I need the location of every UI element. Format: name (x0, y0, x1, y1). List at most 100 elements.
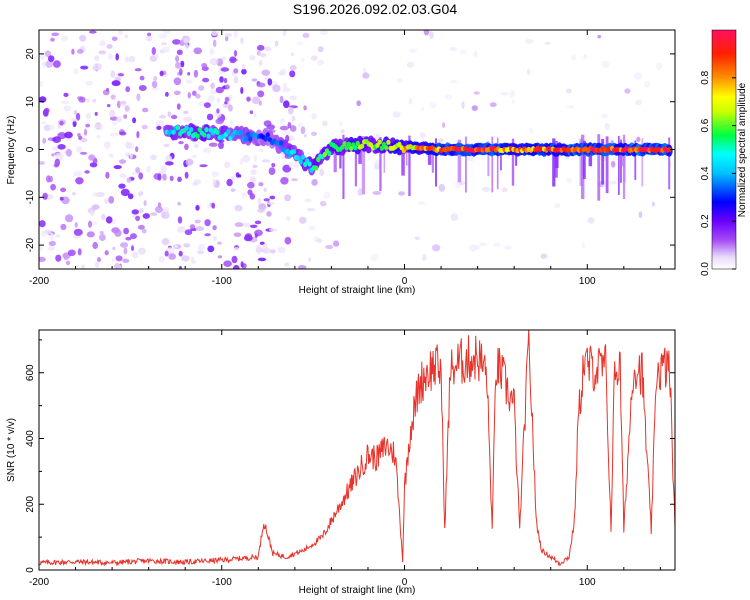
heatmap-noise-blob (136, 131, 140, 139)
heatmap-noise-blob (234, 204, 243, 212)
heatmap-noise-blob (197, 243, 206, 251)
heatmap-noise-blob (155, 206, 163, 213)
heatmap-noise-blob (120, 188, 130, 197)
heatmap-noise-blob (76, 146, 83, 153)
heatmap-noise-blob (323, 191, 331, 199)
heatmap-noise-blob (183, 243, 191, 248)
heatmap-noise-blob (155, 119, 164, 128)
heatmap-noise-blob (109, 116, 119, 121)
heatmap-noise-blob (201, 63, 208, 68)
heatmap-noise-blob (438, 184, 446, 192)
heatmap-noise-blob (289, 70, 296, 78)
heatmap-noise-blob (193, 144, 199, 148)
heatmap-noise-blob (100, 123, 103, 131)
heatmap-noise-blob (308, 225, 316, 231)
heatmap-noise-blob (311, 113, 317, 120)
heatmap-noise-blob (168, 253, 176, 260)
heatmap-noise-blob (233, 68, 239, 74)
heatmap-streak (623, 139, 626, 183)
heatmap-noise-blob (123, 227, 129, 235)
heatmap-noise-blob (39, 220, 46, 228)
heatmap-noise-blob (240, 86, 244, 95)
heatmap-noise-blob (195, 93, 201, 99)
colorbar: 0.0 0.2 0.4 0.6 0.8 Normalized spectral ampl… (700, 29, 748, 276)
heatmap-streak (641, 138, 644, 187)
heatmap-noise-blob (185, 158, 194, 166)
heatmap-streak (487, 141, 490, 177)
heatmap-ridge-cell (226, 128, 231, 135)
heatmap-noise-blob (176, 49, 183, 56)
heatmap-noise-blob (99, 233, 106, 241)
heatmap-noise-blob (92, 99, 97, 103)
heatmap-streak (597, 134, 601, 201)
heatmap-noise-blob (423, 30, 430, 36)
heatmap-noise-blob (206, 204, 211, 209)
heatmap-noise-blob (408, 48, 418, 53)
heatmap-noise-blob (86, 98, 91, 104)
heatmap-noise-blob (214, 111, 222, 118)
heatmap-noise-blob (501, 187, 508, 193)
heatmap-noise-blob (109, 109, 115, 118)
heatmap-noise-blob (223, 77, 228, 84)
heatmap-noise-blob (59, 120, 64, 126)
heatmap-ridge-cell (359, 143, 365, 149)
heatmap-noise-blob (177, 226, 186, 233)
heatmap-noise-blob (211, 202, 216, 209)
heatmap-noise-blob (153, 76, 158, 81)
snr-panel: -200 -100 0 100 0 200 400 600 Height of straigh… (6, 329, 676, 596)
heatmap-streak (634, 140, 637, 180)
heatmap-noise-blob (338, 120, 343, 127)
heatmap-noise-blob (161, 42, 168, 46)
heatmap-noise-blob (89, 30, 97, 34)
colorbar-ticks: 0.0 0.2 0.4 0.6 0.8 (700, 70, 736, 276)
heatmap-noise-blob (112, 246, 116, 251)
heatmap-noise-blob (43, 124, 51, 132)
heatmap-noise-blob (226, 178, 233, 187)
heatmap-noise-blob (184, 43, 189, 50)
heatmap-noise-blob (554, 202, 561, 209)
heatmap-noise-blob (511, 98, 515, 104)
heatmap-noise-blob (50, 124, 55, 131)
heatmap-ridge-cell (184, 125, 189, 131)
heatmap-noise-blob (77, 248, 82, 256)
heatmap-streak (605, 136, 609, 194)
heatmap-noise-blob (40, 54, 45, 60)
heatmap-noise-blob (104, 141, 111, 149)
heatmap-noise-blob (165, 91, 169, 97)
heatmap-noise-blob (246, 96, 251, 102)
heatmap-noise-blob (127, 193, 134, 200)
heatmap-noise-blob (256, 44, 265, 51)
heatmap-noise-blob (257, 90, 265, 98)
heatmap-noise-blob (160, 165, 167, 172)
heatmap-noise-blob (187, 72, 191, 76)
heatmap-noise-blob (115, 255, 123, 262)
heatmap-noise-blob (63, 253, 69, 261)
heatmap-noise-blob (278, 71, 286, 76)
heatmap-noise-blob (459, 50, 468, 55)
heatmap-noise-blob (204, 219, 211, 227)
heatmap-noise-blob (247, 181, 255, 189)
heatmap-streak (431, 142, 434, 173)
heatmap-noise-blob (178, 141, 184, 145)
heatmap-noise-blob (55, 254, 62, 262)
heatmap-noise-blob (298, 122, 303, 128)
heatmap-noise-blob (142, 107, 149, 113)
heatmap-noise-blob (290, 52, 295, 57)
heatmap-noise-blob (357, 188, 363, 196)
heatmap-noise-blob (106, 87, 110, 92)
heatmap-noise-blob (206, 113, 214, 121)
heatmap-noise-blob (42, 137, 47, 144)
heatmap-noise-blob (77, 48, 84, 54)
heatmap-noise-blob (225, 84, 230, 90)
heatmap-noise-blob (311, 131, 317, 136)
heatmap-noise-blob (231, 176, 236, 181)
heatmap-ridge-cell (175, 125, 181, 131)
spectrogram-xtick-label: 100 (579, 276, 596, 287)
heatmap-noise-blob (228, 94, 233, 101)
heatmap-noise-blob (321, 30, 328, 33)
heatmap-noise-blob (60, 187, 67, 193)
heatmap-noise-blob (251, 78, 258, 82)
heatmap-noise-blob (97, 257, 101, 263)
heatmap-noise-blob (291, 178, 298, 182)
heatmap-noise-blob (49, 232, 55, 241)
